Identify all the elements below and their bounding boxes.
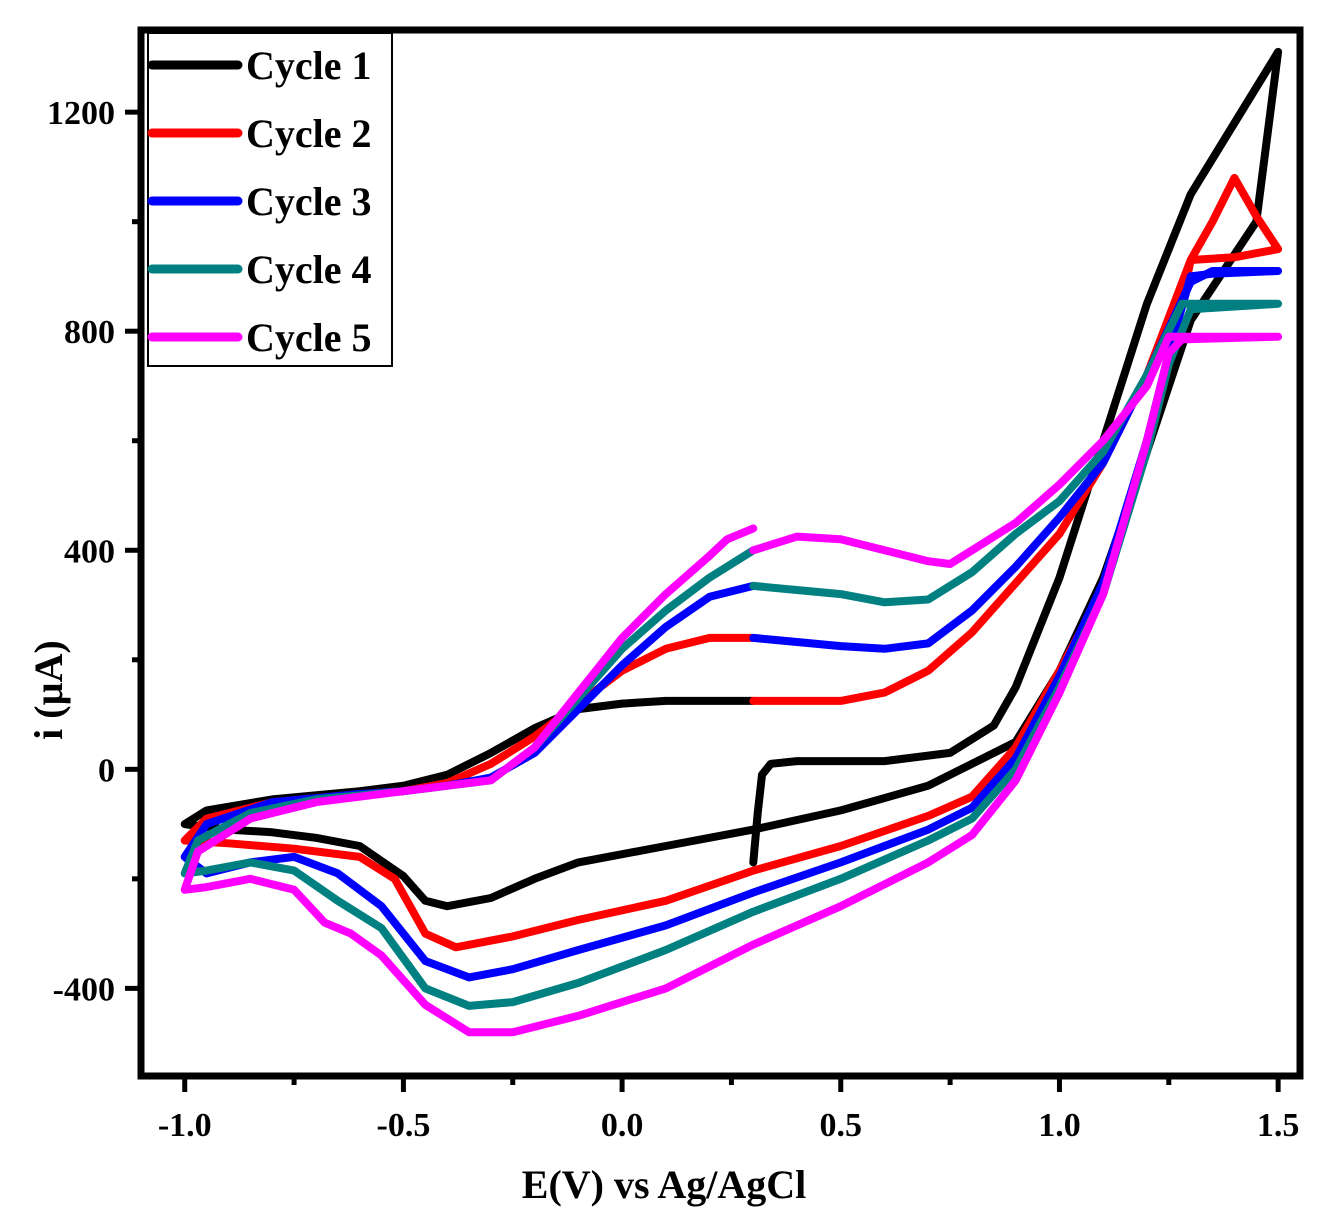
x-tick-label: 0.5 [820,1107,863,1144]
legend-label-cycle-3: Cycle 3 [246,179,372,224]
legend-label-cycle-2: Cycle 2 [246,111,372,156]
legend-label-cycle-4: Cycle 4 [246,247,372,292]
legend-label-cycle-1: Cycle 1 [246,43,372,88]
x-tick-label: 1.5 [1257,1107,1300,1144]
y-tick-label: 1200 [47,95,115,132]
plot-frame [137,26,1304,1080]
x-tick-label: 0.0 [601,1107,644,1144]
series-line-cycle-3 [180,267,1283,982]
x-tick-label: -0.5 [377,1107,431,1144]
y-tick-label: 0 [98,752,115,789]
legend-label-cycle-5: Cycle 5 [246,315,372,360]
axis-ticks: -1.0 -0.5 0.0 0.5 1.0 1.5 -400 0 400 800 1200 [47,95,1299,1144]
x-tick-label: -1.0 [158,1107,212,1144]
legend: Cycle 1 Cycle 2 Cycle 3 Cycle 4 Cycle 5 [147,32,393,367]
x-axis-title: E(V) vs Ag/AgCl [522,1162,806,1207]
series-line-cycle-5 [180,332,1283,1037]
y-axis-title: i (µA) [26,640,71,740]
y-tick-label: 800 [64,314,115,351]
x-tick-label: 1.0 [1038,1107,1081,1144]
series-layer [180,47,1283,1037]
y-tick-label: 400 [64,533,115,570]
y-tick-label: -400 [53,971,115,1008]
